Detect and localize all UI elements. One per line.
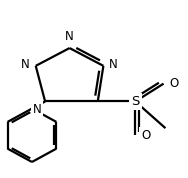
- Text: O: O: [169, 77, 178, 90]
- Text: S: S: [131, 95, 139, 108]
- Text: N: N: [21, 57, 30, 71]
- Text: O: O: [141, 129, 150, 142]
- Text: N: N: [33, 103, 41, 116]
- Text: N: N: [65, 30, 74, 43]
- Text: N: N: [109, 57, 118, 71]
